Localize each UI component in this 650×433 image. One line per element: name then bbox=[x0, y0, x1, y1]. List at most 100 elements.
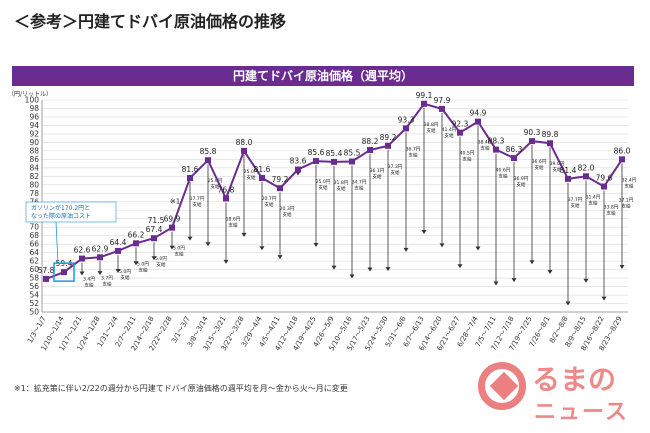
subsidy-arrowhead bbox=[511, 278, 517, 283]
subsidy-amount: 36.7円 bbox=[406, 146, 421, 152]
data-point bbox=[223, 195, 229, 202]
subsidy-note: 支給 bbox=[84, 282, 94, 289]
subsidy-arrowhead bbox=[367, 267, 373, 272]
subsidy-arrows: 3.4円支給3.7円支給5.0円支給5.0円支給5.0円支給5.0円支給17.7… bbox=[79, 107, 637, 306]
subsidy-note: 支給 bbox=[588, 199, 598, 206]
subsidy-arrowhead bbox=[187, 236, 193, 241]
data-point bbox=[151, 235, 157, 242]
subsidy-amount: 20.7円 bbox=[262, 196, 277, 202]
data-label: 86.3 bbox=[506, 145, 523, 154]
data-label: 66.2 bbox=[128, 230, 145, 239]
y-tick-label: 80 bbox=[29, 180, 39, 189]
subsidy-arrowhead bbox=[601, 296, 607, 301]
subsidy-note: 支給 bbox=[570, 202, 580, 209]
data-point bbox=[367, 147, 373, 154]
subsidy-amount: 25.0円 bbox=[316, 179, 331, 185]
subsidy-arrowhead bbox=[133, 261, 139, 266]
subsidy-note: 支給 bbox=[552, 166, 562, 173]
data-point bbox=[313, 158, 319, 165]
data-point bbox=[133, 240, 139, 247]
callout-text: なった際の原油コスト bbox=[31, 212, 91, 220]
data-point bbox=[493, 146, 499, 153]
data-label: 67.4 bbox=[146, 225, 163, 234]
data-label: 88.3 bbox=[488, 137, 505, 146]
subsidy-note: 支給 bbox=[372, 173, 382, 180]
data-label: 88.0 bbox=[236, 138, 253, 147]
y-tick-label: 92 bbox=[29, 129, 39, 138]
subsidy-note: 支給 bbox=[426, 127, 436, 134]
data-point bbox=[583, 173, 589, 180]
subsidy-note: 支給 bbox=[621, 202, 631, 209]
y-tick-label: 98 bbox=[29, 104, 39, 113]
subsidy-arrowhead bbox=[277, 255, 283, 260]
subsidy-amount: 37.1円 bbox=[619, 197, 634, 203]
page-title: ＜参考＞円建てドバイ原油価格の推移 bbox=[14, 12, 287, 31]
data-label: 92.3 bbox=[452, 120, 469, 129]
data-labels: 57.859.462.6 62.964.466.267.469.981.685.8… bbox=[38, 91, 631, 275]
data-point bbox=[277, 185, 283, 192]
subsidy-note: 支給 bbox=[210, 183, 220, 190]
subsidy-note: 支給 bbox=[462, 156, 472, 163]
subsidy-amount: 20.3円 bbox=[280, 206, 295, 212]
data-point bbox=[619, 156, 625, 163]
y-tick-label: 64 bbox=[29, 248, 39, 257]
y-tick-label: 68 bbox=[29, 231, 39, 240]
callout-pointer bbox=[55, 221, 59, 264]
data-point bbox=[259, 175, 265, 182]
data-label: 90.3 bbox=[524, 128, 541, 137]
subsidy-arrowhead bbox=[205, 242, 211, 247]
subsidy-note: 支給 bbox=[156, 261, 166, 268]
subsidy-note: 支給 bbox=[246, 174, 256, 181]
data-point bbox=[187, 175, 193, 182]
series-points bbox=[43, 100, 625, 282]
y-tick-label: 62 bbox=[29, 257, 39, 266]
chart-title: 円建てドバイ原油価格（週平均） bbox=[12, 66, 634, 86]
logo-text-top: るまの bbox=[532, 363, 617, 396]
data-point bbox=[79, 255, 85, 262]
data-point bbox=[601, 183, 607, 190]
subsidy-amount: 36.9円 bbox=[514, 176, 529, 182]
data-label: 85.6 bbox=[308, 148, 325, 157]
subsidy-note: 支給 bbox=[192, 201, 202, 208]
subsidy-amount: 38.4円 bbox=[478, 140, 493, 146]
subsidy-arrowhead bbox=[349, 274, 355, 279]
subsidy-arrowhead bbox=[565, 301, 571, 306]
price-line-chart: （円/リットル）50525456586062646668707274767880… bbox=[8, 91, 637, 353]
data-point bbox=[421, 100, 427, 107]
subsidy-arrowhead bbox=[457, 264, 463, 269]
subsidy-note: 支給 bbox=[102, 280, 112, 287]
subsidy-arrowhead bbox=[151, 256, 157, 261]
subsidy-arrowhead bbox=[619, 265, 625, 270]
data-point bbox=[457, 129, 463, 136]
data-point bbox=[511, 155, 517, 162]
callout-highlight-box bbox=[53, 262, 75, 282]
y-tick-label: 88 bbox=[29, 146, 39, 155]
y-tick-label: 50 bbox=[29, 308, 39, 317]
x-axis: 1/3～1/71/10～1/141/17～1/211/24～1/281/31～2… bbox=[26, 315, 624, 353]
data-label: 85.8 bbox=[200, 147, 217, 156]
subsidy-note: 支給 bbox=[318, 184, 328, 191]
subsidy-note: 支給 bbox=[282, 211, 292, 218]
data-point bbox=[349, 158, 355, 165]
subsidy-amount: 3.4円 bbox=[83, 277, 95, 283]
subsidy-note: 支給 bbox=[138, 266, 148, 273]
subsidy-arrowhead bbox=[331, 265, 337, 270]
subsidy-arrowhead bbox=[223, 259, 229, 264]
subsidy-note: 支給 bbox=[444, 132, 454, 139]
subsidy-note: 支給 bbox=[264, 201, 274, 208]
data-label: 76.8 bbox=[218, 185, 235, 194]
data-label: 81.4 bbox=[560, 166, 577, 175]
y-tick-label: 86 bbox=[29, 155, 39, 164]
footnote: ※1：拡充策に伴い2/22の週分から円建てドバイ原油価格の週平均を月～金から火～… bbox=[14, 384, 348, 393]
data-label: 93.3 bbox=[398, 115, 415, 124]
data-point bbox=[205, 157, 211, 164]
data-label: 62.9 bbox=[92, 244, 109, 253]
data-label-extra: 71.5 bbox=[148, 216, 165, 225]
subsidy-amount: 37.3円 bbox=[388, 164, 403, 170]
callout-text: ガソリンが170.2円と bbox=[31, 204, 90, 212]
subsidy-amount: 34.7円 bbox=[352, 179, 367, 185]
subsidy-amount: 25.0円 bbox=[208, 178, 223, 184]
footnote-marker: ※1 bbox=[170, 198, 180, 206]
chart-container: 円建てドバイ原油価格（週平均） （円/リットル） 50 52 54 56 58 60 62 64… bbox=[6, 66, 637, 378]
subsidy-arrowhead bbox=[79, 271, 85, 276]
